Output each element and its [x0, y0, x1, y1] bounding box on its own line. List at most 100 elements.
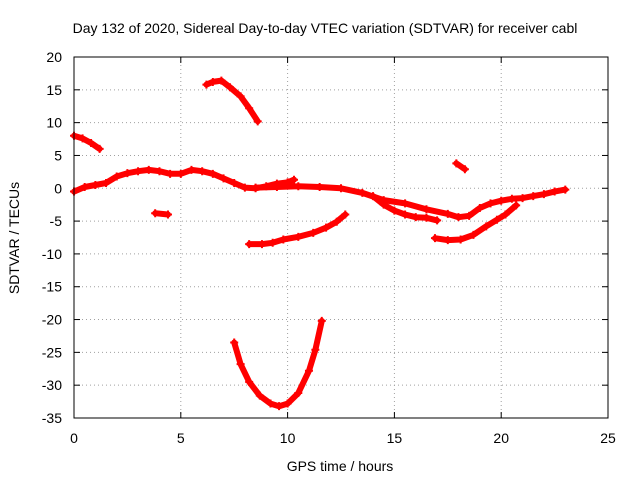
- x-tick-label: 15: [387, 430, 403, 446]
- grid-lines: [74, 57, 608, 418]
- data-point: [187, 165, 196, 174]
- data-point: [91, 180, 100, 189]
- data-point: [219, 174, 228, 183]
- x-axis-label: GPS time / hours: [287, 458, 394, 474]
- data-point: [87, 138, 96, 147]
- series-group: [70, 76, 570, 411]
- data-point: [294, 389, 303, 398]
- data-point: [469, 230, 478, 239]
- data-point: [550, 187, 559, 196]
- data-point: [539, 190, 548, 199]
- data-point: [230, 179, 239, 188]
- series-arc-main-2: [251, 182, 570, 222]
- data-point: [401, 199, 410, 208]
- data-point: [230, 338, 239, 347]
- x-tick-label: 0: [70, 430, 78, 446]
- data-point: [217, 76, 226, 85]
- data-point: [422, 213, 431, 222]
- x-tick-label: 5: [177, 430, 185, 446]
- data-point: [529, 192, 538, 201]
- data-point: [309, 228, 318, 237]
- data-point: [422, 205, 431, 214]
- data-point: [240, 183, 249, 192]
- data-point: [253, 117, 262, 126]
- data-point: [507, 194, 516, 203]
- data-point: [443, 209, 452, 218]
- data-point: [245, 377, 254, 386]
- data-point: [144, 165, 153, 174]
- data-point: [497, 196, 506, 205]
- data-point: [390, 206, 399, 215]
- data-point: [294, 232, 303, 241]
- data-point: [236, 92, 245, 101]
- data-point: [198, 167, 207, 176]
- data-point: [460, 165, 469, 174]
- data-point: [155, 167, 164, 176]
- data-point: [163, 210, 172, 219]
- y-tick-label: -35: [42, 410, 62, 426]
- data-point: [337, 184, 345, 193]
- data-point: [202, 80, 211, 89]
- data-point: [102, 179, 111, 188]
- data-point: [266, 399, 275, 408]
- y-tick-label: -25: [42, 344, 62, 360]
- data-point: [95, 144, 104, 153]
- data-point: [501, 210, 510, 219]
- data-point: [245, 104, 254, 113]
- data-point: [322, 223, 331, 232]
- data-point: [475, 203, 484, 212]
- y-tick-label: -20: [42, 312, 62, 328]
- data-point: [456, 235, 465, 244]
- series-arc-u: [230, 316, 326, 411]
- plot-frame: [73, 56, 609, 419]
- data-point: [315, 182, 324, 191]
- data-point: [518, 194, 527, 203]
- data-point: [486, 199, 495, 208]
- data-point: [279, 235, 288, 244]
- x-tick-label: 25: [600, 430, 616, 446]
- data-point: [268, 238, 277, 247]
- data-point: [225, 83, 234, 92]
- series-arc-small-neg4: [151, 209, 172, 219]
- data-point: [251, 183, 260, 192]
- y-tick-label: 10: [46, 115, 62, 131]
- data-point: [275, 402, 284, 411]
- x-tick-label: 10: [280, 430, 296, 446]
- data-point: [272, 182, 281, 191]
- data-point: [433, 216, 442, 225]
- data-point: [482, 222, 491, 231]
- series-arc-dip-2: [369, 192, 442, 225]
- data-point: [443, 236, 452, 245]
- tick-labels: 0 5 10 15 20 25 20 15 10 5 0 -5 -10 -15 -20 -25 -30 -35: [42, 49, 616, 446]
- data-point: [123, 169, 132, 178]
- data-point: [358, 188, 367, 197]
- y-tick-label: 20: [46, 49, 62, 65]
- data-point: [245, 240, 254, 249]
- data-point: [304, 366, 313, 375]
- series-line: [71, 132, 103, 152]
- y-tick-label: 15: [46, 82, 62, 98]
- y-tick-label: 0: [54, 180, 62, 196]
- data-point: [452, 159, 461, 168]
- series-arc-pos16: [202, 76, 262, 126]
- data-point: [290, 175, 299, 184]
- data-point: [151, 209, 160, 218]
- data-point: [512, 201, 521, 210]
- data-point: [294, 182, 303, 191]
- data-point: [454, 213, 463, 222]
- data-point: [112, 172, 121, 181]
- data-point: [236, 360, 245, 369]
- data-point: [255, 391, 264, 400]
- data-point: [341, 210, 350, 219]
- data-point: [257, 240, 266, 249]
- data-point: [134, 167, 143, 176]
- data-point: [208, 77, 217, 86]
- y-tick-label: -5: [50, 213, 63, 229]
- y-tick-label: -10: [42, 246, 62, 262]
- y-tick-label: -15: [42, 279, 62, 295]
- chart-title: Day 132 of 2020, Sidereal Day-to-day VTE…: [73, 20, 578, 36]
- data-point: [80, 182, 89, 191]
- y-tick-label: -30: [42, 377, 62, 393]
